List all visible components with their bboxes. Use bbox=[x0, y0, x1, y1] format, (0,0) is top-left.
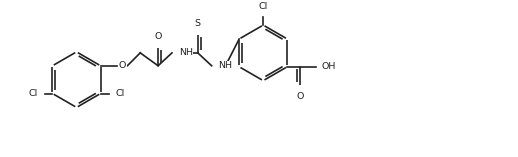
Text: OH: OH bbox=[322, 62, 336, 71]
Text: NH: NH bbox=[219, 61, 233, 70]
Text: O: O bbox=[154, 32, 162, 41]
Text: S: S bbox=[195, 19, 201, 28]
Text: Cl: Cl bbox=[116, 89, 125, 98]
Text: O: O bbox=[119, 61, 126, 70]
Text: NH: NH bbox=[179, 48, 193, 57]
Text: Cl: Cl bbox=[28, 89, 38, 98]
Text: O: O bbox=[296, 92, 304, 100]
Text: Cl: Cl bbox=[258, 2, 268, 11]
